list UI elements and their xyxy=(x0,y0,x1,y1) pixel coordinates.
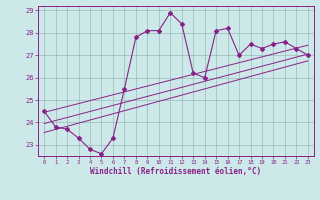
X-axis label: Windchill (Refroidissement éolien,°C): Windchill (Refroidissement éolien,°C) xyxy=(91,167,261,176)
